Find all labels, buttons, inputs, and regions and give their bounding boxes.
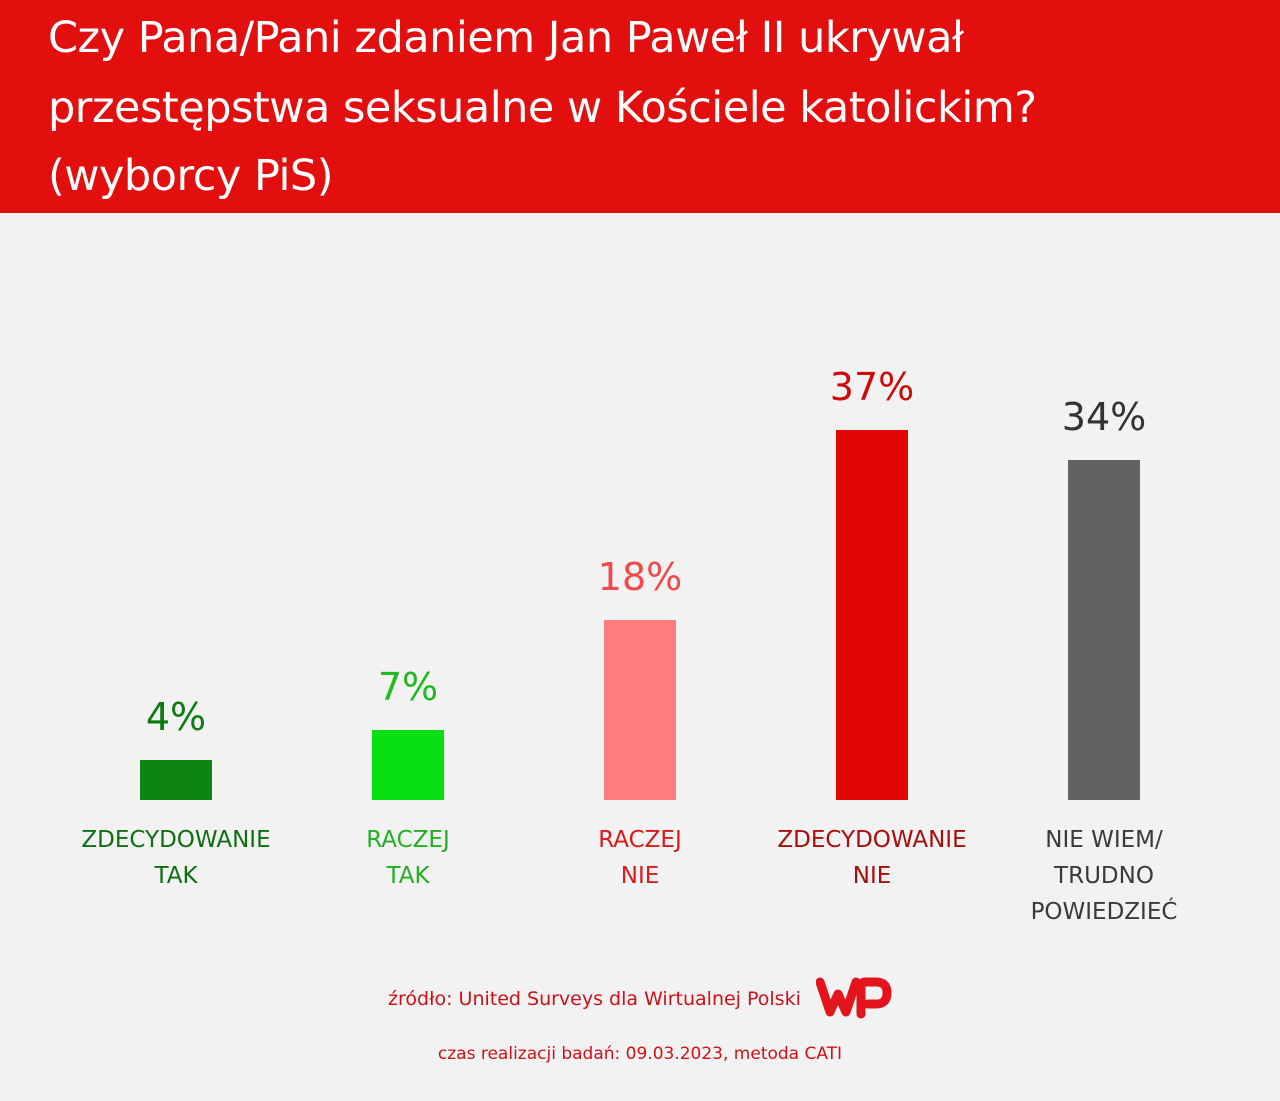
category-label-3-line-1: RACZEJ: [598, 827, 682, 853]
category-label-5-line-2: TRUDNO: [1053, 863, 1154, 889]
category-label-2-line-2: TAK: [385, 863, 430, 889]
bar-3: [604, 620, 676, 800]
title-line-3: (wyborcy PiS): [48, 151, 334, 201]
source-row: źródło: United Surveys dla Wirtualnej Po…: [0, 974, 1280, 1024]
bar-5: [1068, 460, 1140, 800]
bar-2: [372, 730, 444, 800]
value-label-3: 18%: [598, 555, 682, 599]
survey-date-method: czas realizacji badań: 09.03.2023, metod…: [437, 1044, 843, 1064]
category-label-1-line-1: ZDECYDOWANIE: [81, 827, 270, 853]
bar-1: [140, 760, 212, 800]
value-label-1: 4%: [146, 695, 206, 739]
value-label-2: 7%: [378, 665, 438, 709]
category-label-5-line-1: NIE WIEM/: [1045, 827, 1163, 853]
bar-4: [836, 430, 908, 800]
title-banner: Czy Pana/Pani zdaniem Jan Paweł II ukryw…: [0, 0, 1280, 213]
wp-logo: [815, 974, 892, 1024]
title-line-2: przestępstwa seksualne w Kościele katoli…: [48, 83, 1037, 133]
bar-chart: 4% ZDECYDOWANIE TAK 7% RACZEJ TAK 18% RACZEJ NIE…: [81, 365, 1178, 925]
title-line-1: Czy Pana/Pani zdaniem Jan Paweł II ukryw…: [48, 13, 964, 63]
footer: źródło: United Surveys dla Wirtualnej Po…: [0, 960, 1280, 1101]
category-label-1-line-2: TAK: [153, 863, 198, 889]
value-label-5: 34%: [1062, 395, 1146, 439]
category-label-5-line-3: POWIEDZIEĆ: [1031, 897, 1178, 925]
category-label-3-line-2: NIE: [621, 863, 660, 889]
category-label-4-line-2: NIE: [853, 863, 892, 889]
category-label-4-line-1: ZDECYDOWANIE: [777, 827, 966, 853]
value-label-4: 37%: [830, 365, 914, 409]
source-text: źródło: United Surveys dla Wirtualnej Po…: [388, 988, 801, 1010]
category-label-2-line-1: RACZEJ: [366, 827, 450, 853]
